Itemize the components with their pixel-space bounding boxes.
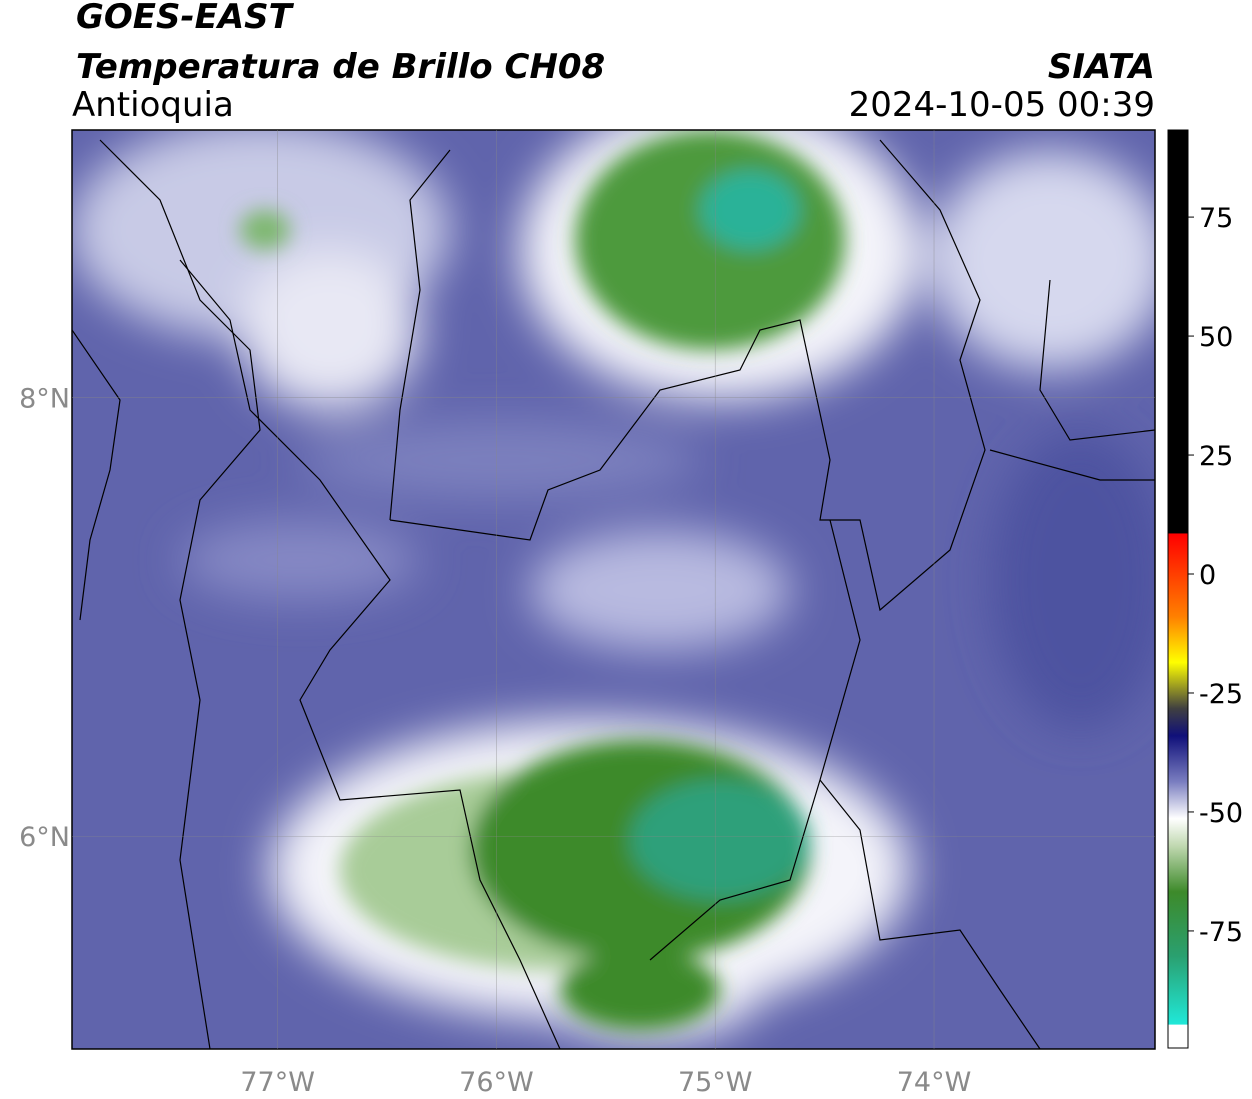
lat-tick-label: 8°N (19, 384, 70, 415)
lon-tick-label: 77°W (240, 1067, 315, 1098)
colorbar-tick-label: 0 (1199, 560, 1216, 591)
colorbar-tick-label: 75 (1199, 203, 1233, 234)
colorbar-tick-label: 25 (1199, 441, 1233, 472)
lon-tick-label: 74°W (897, 1067, 972, 1098)
region: Antioquia (72, 85, 234, 125)
colorbar-tick-label: -25 (1199, 679, 1243, 710)
colorbar-tick-label: -75 (1199, 917, 1243, 948)
map-image (72, 130, 1155, 1049)
lon-tick-label: 75°W (678, 1067, 753, 1098)
lat-tick-label: 6°N (19, 822, 70, 853)
colorbar (1167, 129, 1189, 1049)
satellite: GOES-EAST (76, 0, 295, 37)
colorbar-tick-label: -50 (1199, 798, 1243, 829)
product: Temperatura de Brillo CH08 (76, 47, 605, 87)
source: SIATA (1048, 47, 1155, 87)
lon-tick-label: 76°W (459, 1067, 534, 1098)
map-frame (71, 129, 1156, 1050)
datetime: 2024-10-05 00:39 (849, 85, 1155, 125)
colorbar-tick-label: 50 (1199, 322, 1233, 353)
